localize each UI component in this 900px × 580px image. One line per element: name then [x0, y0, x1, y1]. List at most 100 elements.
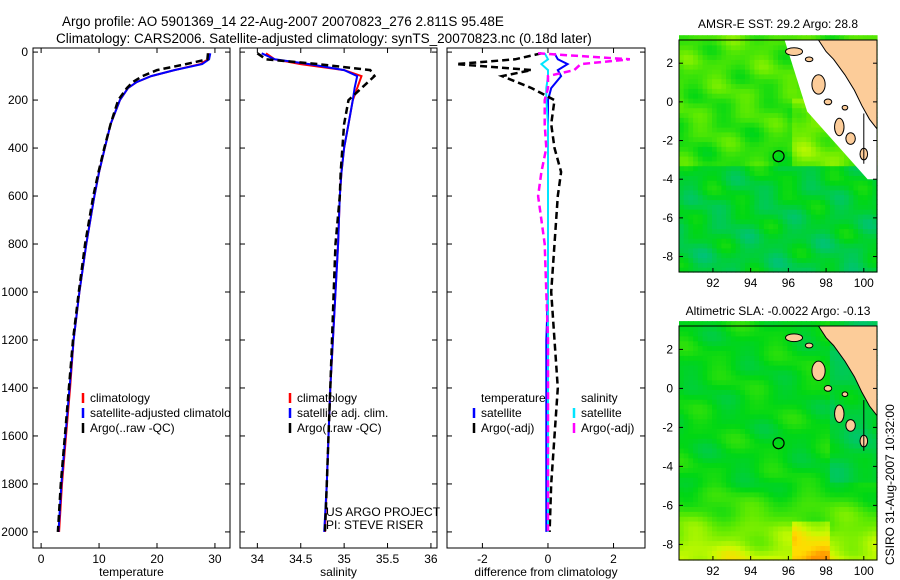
map-cell: [782, 330, 788, 337]
map-cell: [872, 540, 878, 546]
map-cell: [768, 496, 774, 503]
map-cell: [829, 404, 836, 410]
map-cell: [811, 335, 817, 342]
map-cell: [820, 423, 826, 429]
map-cell: [801, 189, 807, 196]
map-cell: [872, 501, 878, 507]
map-cell: [745, 214, 751, 220]
map-cell: [730, 350, 737, 356]
map-cell: [829, 433, 836, 439]
map-cell: [693, 117, 699, 123]
map-cell: [778, 228, 784, 234]
map-cell: [811, 472, 817, 478]
map-cell: [872, 185, 878, 191]
map-cell: [763, 511, 770, 517]
map-cell: [726, 379, 732, 386]
map-cell: [716, 438, 722, 444]
map-cell: [712, 496, 718, 503]
map-cell: [749, 462, 755, 468]
map-cell: [872, 204, 878, 210]
map-cell: [697, 83, 704, 89]
map-cell: [735, 443, 741, 449]
map-cell: [712, 384, 718, 390]
map-cell: [858, 452, 864, 459]
map-cell: [858, 228, 864, 234]
map-cell: [858, 462, 864, 468]
map-cell: [693, 228, 699, 234]
map-cell: [702, 189, 708, 196]
map-cell: [735, 185, 741, 191]
map-cell: [782, 525, 788, 532]
map-cell: [683, 146, 689, 152]
map-cell: [792, 238, 798, 244]
map-cell: [806, 321, 812, 327]
map-cell: [721, 413, 727, 420]
map-cell: [763, 252, 770, 259]
map-cell: [806, 233, 812, 239]
map-cell: [754, 443, 760, 449]
map-cell: [806, 535, 812, 542]
map-cell: [730, 340, 737, 347]
map-cell: [844, 452, 850, 459]
map-cell: [778, 233, 784, 239]
map-cell: [787, 262, 793, 268]
map-cell: [778, 428, 784, 434]
map-cell: [688, 151, 694, 157]
map-cell: [801, 199, 807, 205]
map-cell: [825, 156, 831, 162]
map-cell: [735, 428, 741, 434]
map-cell: [726, 243, 732, 249]
map-cell: [707, 530, 713, 537]
map-cell: [702, 78, 708, 85]
legend-label: satellite adj. clim.: [297, 406, 388, 420]
map-cell: [829, 350, 836, 356]
map-cell: [848, 199, 854, 205]
map-cell: [740, 525, 746, 532]
map-cell: [763, 73, 770, 80]
map-cell: [749, 511, 755, 517]
map-cell: [787, 452, 793, 459]
map-cell: [712, 506, 718, 512]
map-cell: [768, 438, 774, 444]
map-cell: [862, 452, 869, 459]
map-cell: [740, 262, 746, 268]
map-cell: [829, 545, 836, 551]
map-cell: [759, 472, 765, 478]
map-cell: [735, 384, 741, 390]
map-cell: [796, 511, 803, 517]
map-cell: [726, 146, 732, 152]
map-cell: [721, 491, 727, 498]
map-cell: [839, 238, 845, 244]
map-cell: [730, 214, 737, 220]
map-cell: [796, 131, 803, 138]
map-cell: [759, 69, 765, 75]
map-cell: [759, 122, 765, 128]
map-cell: [735, 69, 741, 75]
map-cell: [702, 438, 708, 444]
map-cell: [829, 194, 836, 201]
map-cell: [839, 204, 845, 210]
map-cell: [763, 170, 770, 176]
map-cell: [815, 156, 821, 162]
map-cell: [858, 491, 864, 498]
map-cell: [815, 204, 821, 210]
map-cell: [829, 477, 836, 483]
map-cell: [787, 93, 793, 99]
map-cell: [844, 408, 850, 415]
map-cell: [820, 486, 826, 493]
map-cell: [754, 477, 760, 483]
map-cell: [801, 491, 807, 498]
map-cell: [787, 209, 793, 215]
map-cell: [829, 447, 836, 454]
map-cell: [862, 491, 869, 498]
map-cell: [759, 64, 765, 70]
map-cell: [749, 54, 755, 60]
map-cell: [740, 345, 746, 351]
map-cell: [745, 127, 751, 133]
map-cell: [782, 98, 788, 104]
map-cell: [763, 151, 770, 157]
map-cell: [778, 175, 784, 181]
map-cell: [712, 151, 718, 157]
profile-panel-1: [32, 47, 231, 549]
map-cell: [712, 170, 718, 176]
